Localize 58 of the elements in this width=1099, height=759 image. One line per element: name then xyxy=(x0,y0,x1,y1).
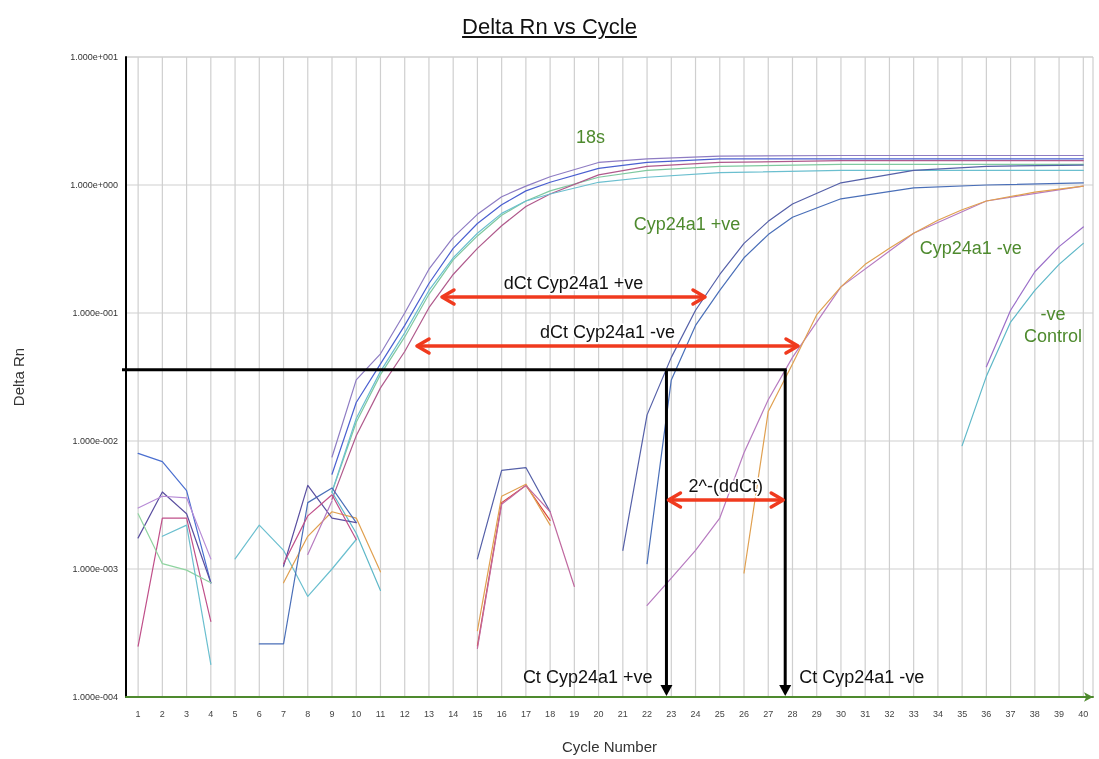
annotation: dCt Cyp24a1 -ve xyxy=(539,322,676,342)
x-tick-label: 27 xyxy=(763,708,774,719)
x-tick-label: 31 xyxy=(860,708,871,719)
x-tick-label: 11 xyxy=(375,708,386,719)
y-tick-label: 1.000e-004 xyxy=(72,692,118,702)
x-tick-label: 19 xyxy=(569,708,580,719)
x-tick-label: 40 xyxy=(1078,708,1089,719)
x-tick-label: 37 xyxy=(1005,708,1016,719)
y-tick-label: 1.000e-001 xyxy=(72,308,118,318)
series-label: 18s xyxy=(576,127,606,148)
chart-title: Delta Rn vs Cycle xyxy=(462,14,637,39)
x-tick-label: 8 xyxy=(305,708,311,719)
x-tick-label: 26 xyxy=(739,708,750,719)
x-tick-label: 3 xyxy=(184,708,190,719)
x-tick-label: 13 xyxy=(423,708,434,719)
annotation: 2^-(ddCt) xyxy=(688,476,764,496)
x-tick-label: 7 xyxy=(281,708,287,719)
x-tick-label: 25 xyxy=(714,708,725,719)
x-tick-label: 15 xyxy=(472,708,483,719)
x-tick-label: 22 xyxy=(642,708,653,719)
x-axis-title: Cycle Number xyxy=(561,738,658,755)
x-tick-label: 1 xyxy=(135,708,141,719)
ref-line-label: Ct Cyp24a1 -ve xyxy=(799,667,925,687)
x-tick-label: 24 xyxy=(690,708,701,719)
x-tick-label: 33 xyxy=(908,708,919,719)
x-tick-label: 5 xyxy=(232,708,238,719)
x-tick-label: 6 xyxy=(256,708,262,719)
ref-line-label: Ct Cyp24a1 +ve xyxy=(522,667,653,687)
x-tick-label: 4 xyxy=(208,708,214,719)
y-tick-label: 1.000e-003 xyxy=(72,564,118,574)
x-tick-label: 9 xyxy=(329,708,335,719)
y-tick-label: 1.000e+000 xyxy=(70,180,118,190)
series-label: -ve Control xyxy=(1024,304,1083,347)
x-tick-label: 38 xyxy=(1029,708,1040,719)
x-tick-label: 29 xyxy=(811,708,822,719)
x-tick-label: 28 xyxy=(787,708,798,719)
x-tick-label: 39 xyxy=(1054,708,1065,719)
x-tick-label: 17 xyxy=(520,708,531,719)
x-tick-label: 34 xyxy=(932,708,943,719)
y-axis-title: Delta Rn xyxy=(10,347,27,407)
x-tick-label: 21 xyxy=(617,708,628,719)
y-tick-label: 1.000e-002 xyxy=(72,436,118,446)
x-tick-label: 30 xyxy=(835,708,846,719)
annotation: dCt Cyp24a1 +ve xyxy=(503,273,644,293)
series-label: Cyp24a1 -ve xyxy=(919,237,1022,258)
x-tick-label: 32 xyxy=(884,708,895,719)
x-tick-label: 23 xyxy=(666,708,677,719)
y-tick-label: 1.000e+001 xyxy=(70,52,118,62)
x-tick-label: 36 xyxy=(981,708,992,719)
x-tick-label: 18 xyxy=(545,708,556,719)
x-tick-label: 2 xyxy=(159,708,165,719)
x-tick-label: 16 xyxy=(496,708,507,719)
x-tick-label: 20 xyxy=(593,708,604,719)
series-label: Cyp24a1 +ve xyxy=(633,214,741,235)
x-tick-label: 12 xyxy=(399,708,410,719)
x-tick-label: 10 xyxy=(351,708,362,719)
x-tick-label: 14 xyxy=(448,708,459,719)
x-tick-label: 35 xyxy=(957,708,968,719)
